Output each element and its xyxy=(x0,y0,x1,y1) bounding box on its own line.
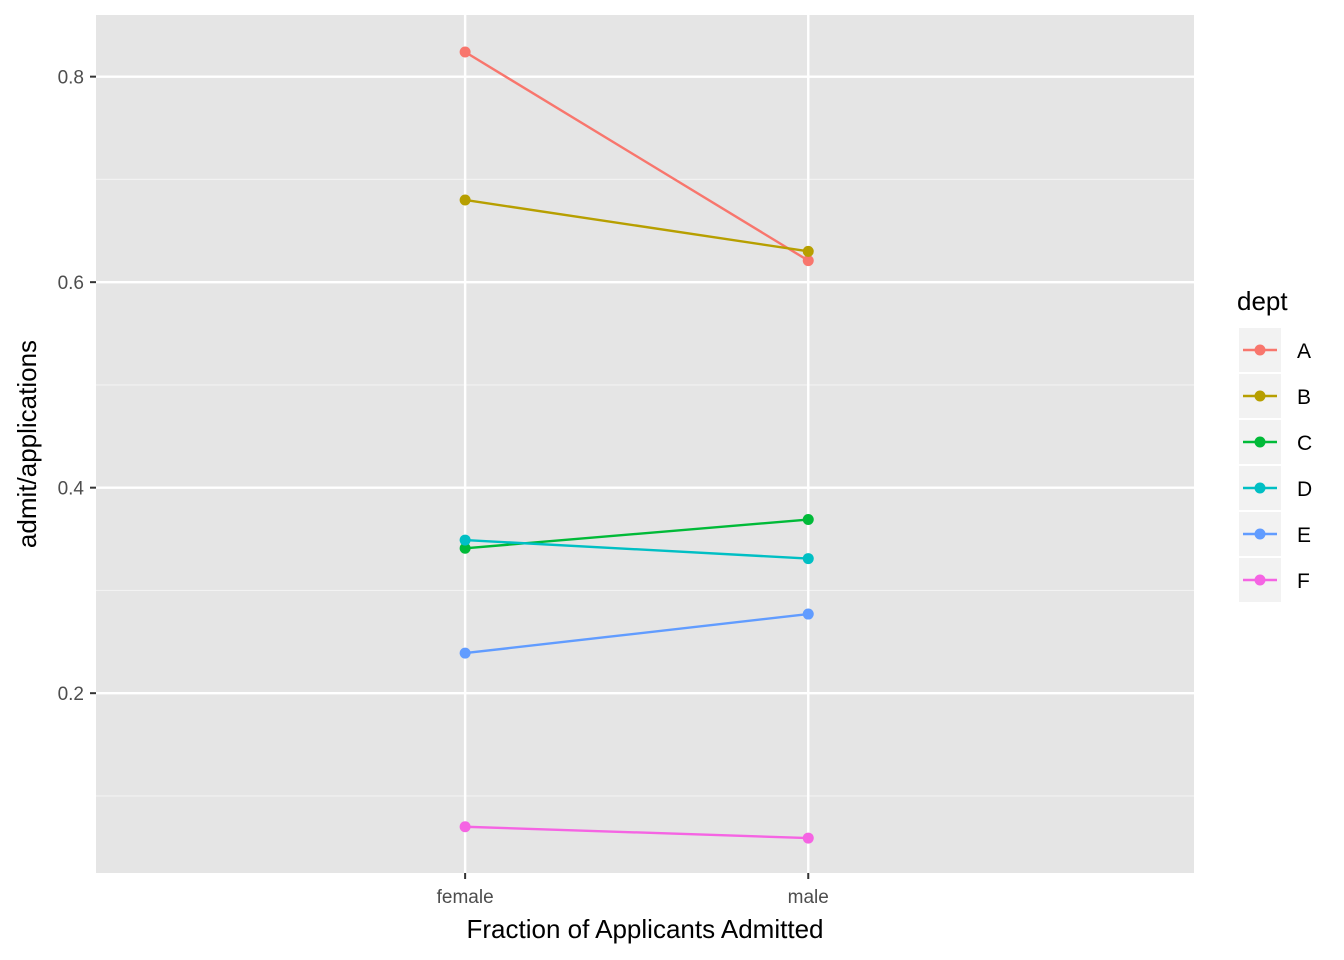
legend-label: D xyxy=(1297,478,1312,501)
major-gridlines xyxy=(96,15,1194,873)
legend-key-point xyxy=(1254,344,1266,356)
series-line xyxy=(464,198,809,253)
legend-key-point xyxy=(1254,528,1266,540)
legend-item-E: E xyxy=(1239,512,1311,556)
x-axis: female male xyxy=(437,873,829,908)
legend-item-A: A xyxy=(1239,328,1311,372)
legend-item-D: D xyxy=(1239,466,1312,510)
legend-item-C: C xyxy=(1239,420,1312,464)
series-line xyxy=(464,612,809,655)
legend-item-B: B xyxy=(1239,374,1311,418)
series-line xyxy=(465,538,809,560)
data-point xyxy=(459,542,471,554)
legend-title: dept xyxy=(1237,286,1288,316)
y-tick-label: 0.2 xyxy=(58,684,84,705)
series-E xyxy=(459,608,814,659)
series-line xyxy=(465,825,809,840)
x-axis-title: Fraction of Applicants Admitted xyxy=(467,914,824,944)
legend-label: F xyxy=(1297,570,1310,593)
data-point xyxy=(459,821,471,833)
series-line xyxy=(464,50,809,262)
y-axis-title: admit/applications xyxy=(12,340,42,548)
data-point xyxy=(459,534,471,546)
data-point xyxy=(802,245,814,257)
series-D xyxy=(459,534,814,565)
y-tick-label: 0.8 xyxy=(58,68,84,89)
plot-panel xyxy=(96,15,1194,873)
y-axis: 0.2 0.4 0.6 0.8 xyxy=(58,68,96,705)
legend-key-point xyxy=(1254,574,1266,586)
series-B xyxy=(459,194,814,257)
data-point xyxy=(802,514,814,526)
minor-gridlines xyxy=(96,178,1194,797)
data-point xyxy=(459,46,471,58)
y-tick-label: 0.4 xyxy=(58,479,85,500)
x-tick-label: male xyxy=(788,887,829,908)
legend-key-point xyxy=(1254,436,1266,448)
series-A xyxy=(459,46,814,267)
legend-key-point xyxy=(1254,390,1266,402)
legend-item-F: F xyxy=(1239,558,1310,602)
data-point xyxy=(802,553,814,565)
legend-label: B xyxy=(1297,386,1311,409)
series-layer xyxy=(459,46,814,844)
data-point xyxy=(802,832,814,844)
data-point xyxy=(802,255,814,267)
data-point xyxy=(459,194,471,206)
legend-key-point xyxy=(1254,482,1266,494)
y-tick-label: 0.6 xyxy=(58,273,84,294)
legend-label: E xyxy=(1297,524,1311,547)
x-tick-label: female xyxy=(437,887,494,908)
data-point xyxy=(802,608,814,620)
data-point xyxy=(459,647,471,659)
series-F xyxy=(459,821,814,844)
legend-label: C xyxy=(1297,432,1312,455)
legend-label: A xyxy=(1297,340,1311,363)
